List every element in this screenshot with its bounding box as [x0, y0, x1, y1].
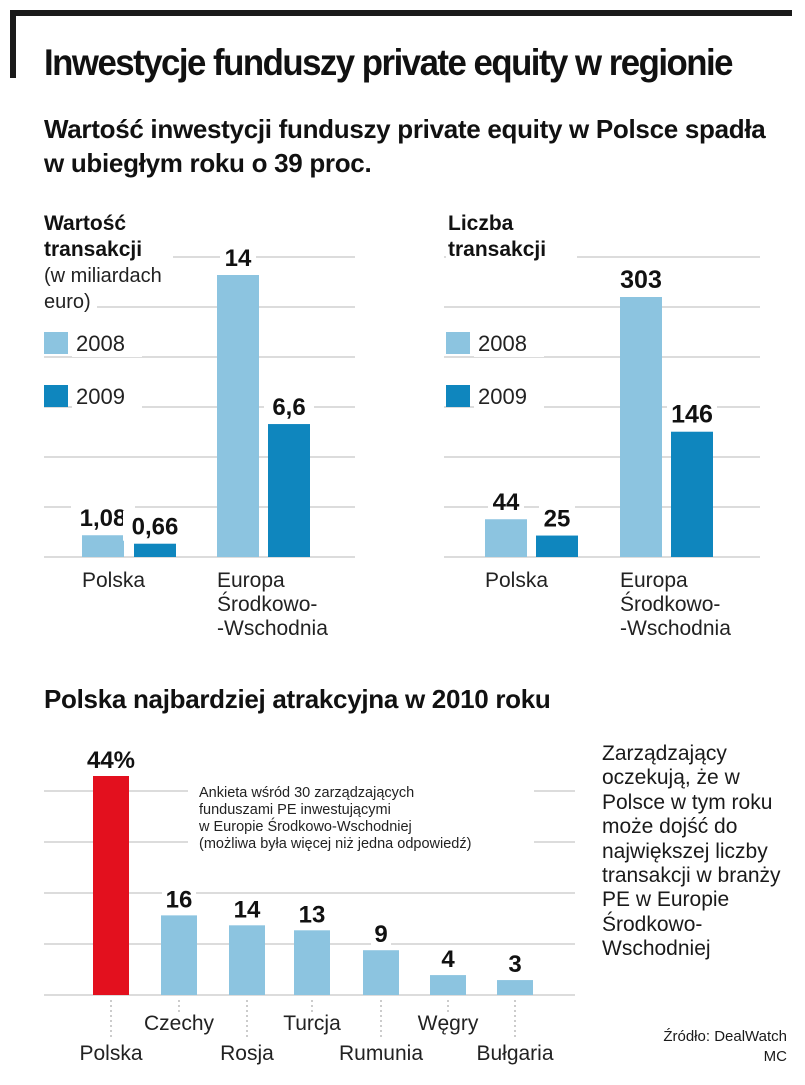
bar-panel-1-2008-cat-1 — [82, 535, 124, 557]
bar-value-label-bułgaria: 3 — [508, 951, 521, 978]
panel-1-title-line-2: transakcji — [44, 238, 142, 261]
bar-label-bg-panel-1-2008-cat-2 — [220, 242, 256, 272]
bar-label-bg-panel-1-2009-cat-1 — [123, 510, 187, 541]
category-label-rumunia: Rumunia — [339, 1042, 423, 1065]
category-label-polska: Polska — [79, 1042, 142, 1065]
bar-value-label-czechy: 16 — [166, 886, 193, 913]
bar-label-bg-panel-2-2009-cat-1 — [539, 502, 575, 533]
panel-2-title-line-2: transakcji — [448, 238, 546, 261]
bar-value-label-węgry: 4 — [441, 946, 455, 973]
legend-label-2009-panel-1: 2009 — [76, 384, 125, 409]
category-label-panel-2-cat-2-line-1: Europa — [620, 569, 688, 592]
category-label-rosja: Rosja — [220, 1042, 274, 1065]
legend-swatch-2008-panel-2 — [446, 332, 470, 354]
bar-panel-2-2008-cat-1 — [485, 519, 527, 557]
bar-value-label-panel-1-2009-cat-2: 6,6 — [272, 394, 305, 421]
bar-węgry — [430, 975, 466, 995]
bar-value-label-panel-1-2008-cat-2: 14 — [225, 245, 252, 272]
legend-swatch-2008-panel-1 — [44, 332, 68, 354]
panel-1-subtitle-line-1: (w miliardach — [44, 265, 162, 287]
legend-bg-2009-panel-1 — [72, 382, 142, 410]
bar-rumunia — [363, 950, 399, 995]
frame-left-rule — [10, 10, 16, 78]
category-label-panel-2-cat-1-line-1: Polska — [485, 569, 548, 592]
survey-note-line-2: funduszami PE inwestującymi — [199, 802, 391, 818]
bar-value-label-panel-2-2008-cat-1: 44 — [493, 489, 520, 516]
legend-label-2009-panel-2: 2009 — [478, 384, 527, 409]
bar-panel-1-2008-cat-2 — [217, 275, 259, 557]
category-label-panel-1-cat-2-line-3: -Wschodnia — [217, 617, 328, 640]
panel-title-bg-1-1 — [42, 236, 173, 261]
main-title: Inwestycje funduszy private equity w reg… — [44, 42, 734, 83]
frame-top-rule — [10, 10, 792, 16]
bar-value-label-polska: 44% — [87, 747, 135, 774]
bar-label-bg-panel-2-2009-cat-2 — [667, 398, 717, 429]
bar-label-bg-polska — [87, 746, 135, 773]
category-label-bułgaria: Bułgaria — [476, 1042, 553, 1065]
panel-title-bg-2-1 — [446, 236, 577, 261]
section2-title: Polska najbardziej atrakcyjna w 2010 rok… — [44, 684, 551, 714]
panel-sub-bg-1-1 — [42, 289, 97, 314]
panel-1-subtitle-line-2: euro) — [44, 291, 91, 313]
bar-label-bg-panel-2-2008-cat-2 — [616, 264, 666, 294]
bar-value-label-panel-1-2008-cat-1: 1,08 — [80, 505, 127, 532]
bar-label-bg-rumunia — [371, 920, 391, 948]
source-credit: Źródło: DealWatch MC — [663, 1027, 787, 1067]
legend-swatch-2009-panel-2 — [446, 385, 470, 407]
bar-label-bg-bułgaria — [505, 950, 525, 978]
category-label-panel-2-cat-2-line-2: Środkowo- — [620, 592, 720, 616]
legend-label-2008-panel-1: 2008 — [76, 331, 125, 356]
legend-label-2008-panel-2: 2008 — [478, 331, 527, 356]
panel-sub-bg-1-0 — [42, 263, 179, 288]
side-note: Zarządzający oczekują, że w Polsce w tym… — [602, 742, 781, 961]
bar-value-label-rumunia: 9 — [374, 921, 387, 948]
category-label-panel-2-cat-2-line-3: -Wschodnia — [620, 617, 731, 640]
bar-turcja — [294, 930, 330, 995]
bar-panel-2-2008-cat-2 — [620, 297, 662, 557]
bar-panel-1-2009-cat-1 — [134, 543, 176, 557]
survey-note-line-4: (możliwa była więcej niż jedna odpowiedź… — [199, 836, 471, 852]
legend-bg-2009-panel-2 — [474, 382, 544, 410]
bar-label-bg-panel-2-2008-cat-1 — [488, 486, 524, 517]
source-label: Źródło: DealWatch — [663, 1028, 787, 1045]
panel-1-title-line-1: Wartość — [44, 212, 126, 235]
bar-bułgaria — [497, 980, 533, 995]
bar-label-bg-rosja — [230, 895, 264, 923]
bar-label-bg-czechy — [162, 885, 196, 913]
bar-value-label-turcja: 13 — [299, 901, 326, 928]
category-label-czechy: Czechy — [144, 1012, 215, 1035]
bar-label-bg-turcja — [295, 900, 329, 928]
bar-value-label-panel-2-2009-cat-2: 146 — [671, 401, 713, 429]
bar-panel-2-2009-cat-1 — [536, 535, 578, 557]
bar-label-bg-panel-1-2009-cat-2 — [264, 391, 314, 422]
author-initials: MC — [763, 1048, 787, 1065]
panel-title-bg-1-0 — [42, 210, 136, 235]
bar-polska — [93, 776, 129, 995]
bar-panel-2-2009-cat-2 — [671, 431, 713, 557]
panel-title-bg-2-0 — [446, 210, 527, 235]
category-label-węgry: Węgry — [418, 1012, 479, 1035]
bar-rosja — [229, 925, 265, 995]
bar-value-label-panel-2-2009-cat-1: 25 — [544, 506, 571, 533]
bar-value-label-panel-1-2009-cat-1: 0,66 — [132, 514, 179, 541]
category-label-panel-1-cat-2-line-2: Środkowo- — [217, 592, 317, 616]
bar-value-label-panel-2-2008-cat-2: 303 — [620, 266, 662, 294]
survey-note-bg — [188, 782, 534, 852]
bar-panel-1-2009-cat-2 — [268, 424, 310, 557]
category-label-panel-1-cat-1-line-1: Polska — [82, 569, 145, 592]
category-label-turcja: Turcja — [283, 1012, 341, 1035]
category-label-panel-1-cat-2-line-1: Europa — [217, 569, 285, 592]
legend-swatch-2009-panel-1 — [44, 385, 68, 407]
survey-note-line-1: Ankieta wśród 30 zarządzających — [199, 785, 414, 801]
bar-value-label-rosja: 14 — [234, 896, 261, 923]
survey-note-line-3: w Europie Środkowo-Wschodniej — [198, 817, 412, 835]
bar-czechy — [161, 915, 197, 995]
panel-2-title-line-1: Liczba — [448, 212, 514, 235]
bar-label-bg-węgry — [438, 945, 458, 973]
legend-bg-2008-panel-1 — [72, 329, 142, 357]
subtitle: Wartość inwestycji funduszy private equi… — [44, 114, 766, 178]
legend-bg-2008-panel-2 — [474, 329, 544, 357]
